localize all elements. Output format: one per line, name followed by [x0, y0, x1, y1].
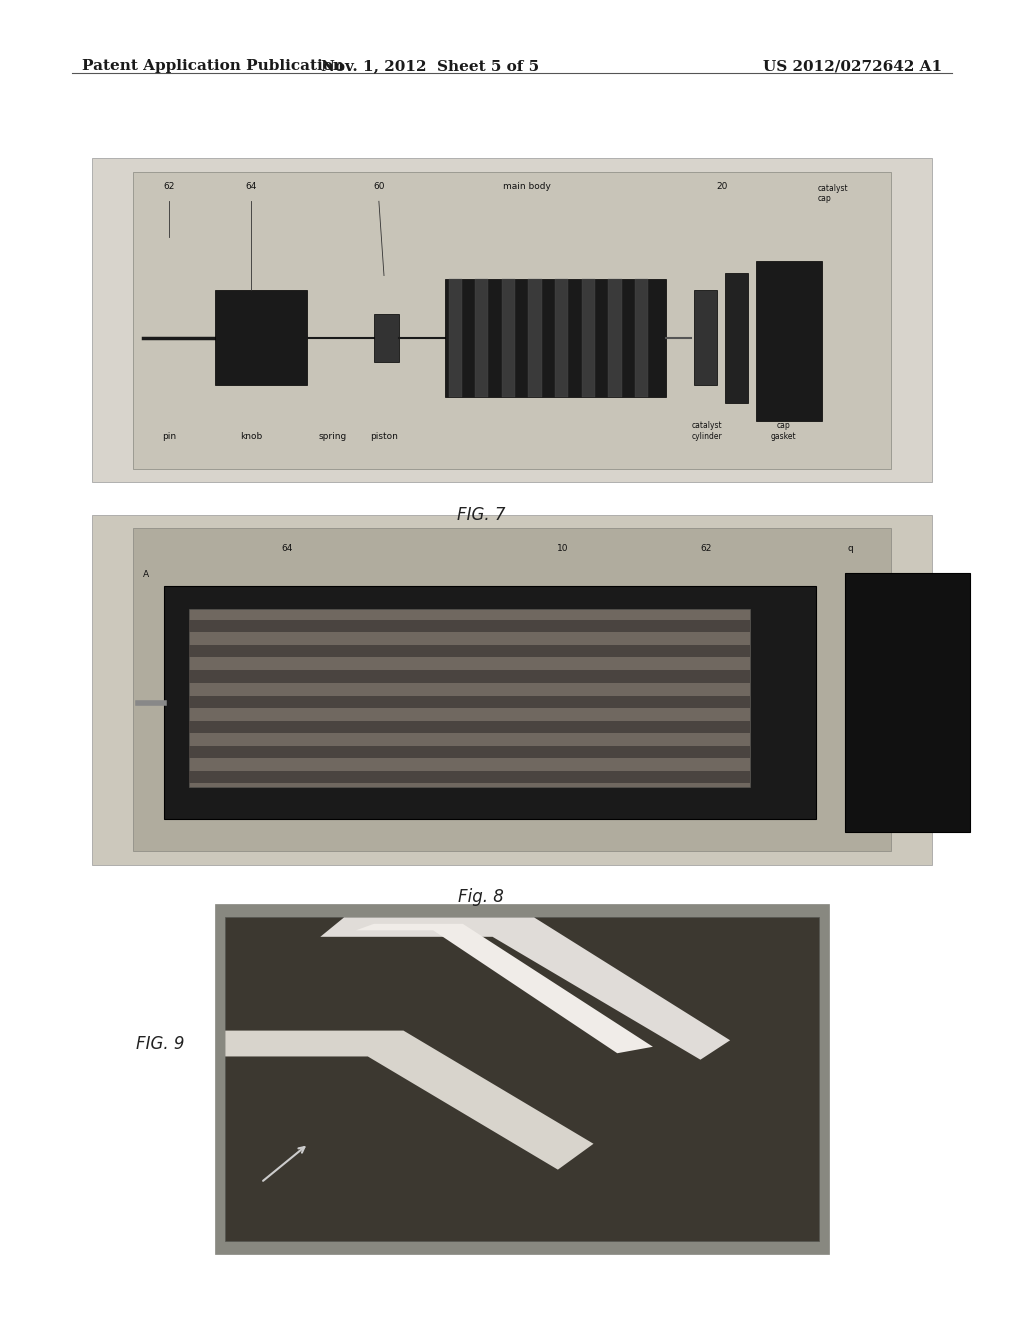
Bar — [502, 279, 515, 397]
Bar — [215, 904, 829, 1254]
Polygon shape — [321, 917, 730, 1060]
Bar — [92, 515, 932, 865]
Text: q: q — [847, 544, 853, 553]
Bar — [189, 645, 751, 657]
Bar — [635, 279, 648, 397]
Text: 20: 20 — [716, 182, 728, 191]
Text: 62: 62 — [163, 182, 175, 191]
Text: piston: piston — [370, 432, 398, 441]
Bar — [845, 573, 970, 832]
Bar — [555, 279, 568, 397]
Bar — [475, 279, 488, 397]
Bar — [445, 279, 666, 397]
Bar — [133, 172, 891, 469]
Bar — [528, 279, 542, 397]
Text: spring: spring — [318, 432, 347, 441]
Bar — [582, 279, 595, 397]
Bar — [189, 721, 751, 733]
Text: FIG. 7: FIG. 7 — [457, 506, 506, 524]
Bar — [189, 746, 751, 758]
Bar — [225, 917, 819, 1241]
Bar — [694, 290, 717, 385]
Bar — [449, 279, 462, 397]
Bar — [215, 290, 307, 385]
Bar — [189, 671, 751, 682]
Bar — [189, 609, 751, 787]
Polygon shape — [356, 924, 653, 1053]
Text: pin: pin — [162, 432, 176, 441]
Bar — [189, 771, 751, 784]
Text: A: A — [143, 569, 150, 578]
Bar — [189, 696, 751, 708]
Text: Nov. 1, 2012  Sheet 5 of 5: Nov. 1, 2012 Sheet 5 of 5 — [321, 59, 540, 74]
Bar — [374, 314, 399, 362]
Text: catalyst
cylinder: catalyst cylinder — [691, 421, 722, 441]
Text: 64: 64 — [281, 544, 293, 553]
Text: 60: 60 — [373, 182, 385, 191]
Text: Fig. 8: Fig. 8 — [459, 888, 504, 907]
Text: catalyst
cap: catalyst cap — [817, 183, 848, 203]
Text: knob: knob — [240, 432, 262, 441]
Bar — [608, 279, 622, 397]
Text: 10: 10 — [557, 544, 569, 553]
Polygon shape — [225, 1031, 594, 1170]
Bar — [164, 586, 815, 818]
Text: 62: 62 — [700, 544, 713, 553]
Text: Patent Application Publication: Patent Application Publication — [82, 59, 344, 74]
Text: main body: main body — [504, 182, 551, 191]
Bar — [189, 620, 751, 632]
Text: cap
gasket: cap gasket — [770, 421, 797, 441]
Text: 64: 64 — [245, 182, 257, 191]
Bar — [92, 158, 932, 482]
Text: FIG. 9: FIG. 9 — [136, 1035, 184, 1053]
Bar — [756, 260, 822, 421]
Bar — [133, 528, 891, 851]
Text: US 2012/0272642 A1: US 2012/0272642 A1 — [763, 59, 942, 74]
Bar — [725, 272, 748, 404]
